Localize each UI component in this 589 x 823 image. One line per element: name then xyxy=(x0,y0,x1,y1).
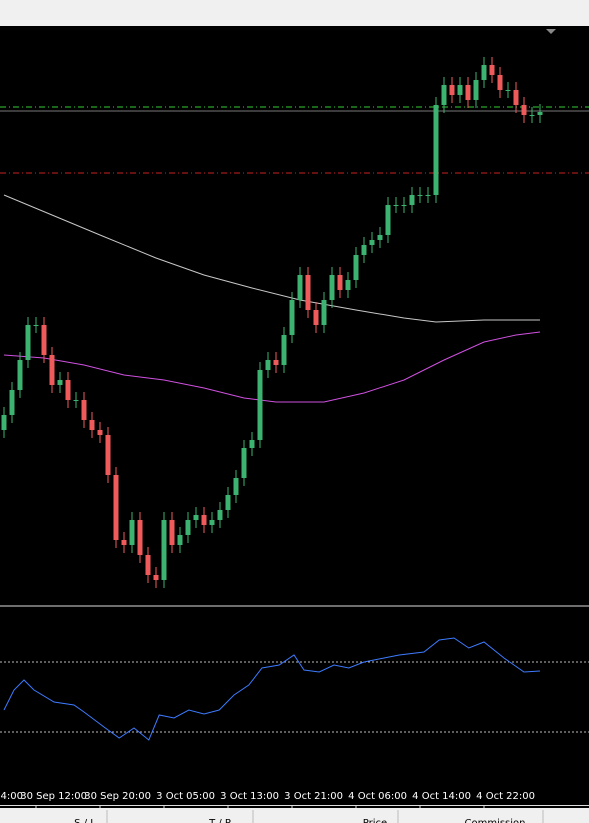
moving-average xyxy=(3,194,540,323)
candle-body xyxy=(217,510,223,520)
candle-body xyxy=(273,360,279,365)
candle-body xyxy=(337,275,343,290)
x-tick-label: 30 Sep 12:00 xyxy=(20,791,87,802)
candle-body xyxy=(481,65,487,80)
candle-body xyxy=(345,280,351,290)
candle-body xyxy=(513,90,519,105)
candle-body xyxy=(137,520,143,555)
candle-body xyxy=(33,325,39,326)
candle-body xyxy=(409,195,415,205)
candle-body xyxy=(321,300,327,325)
column-header: S / L xyxy=(74,818,96,823)
candle-body xyxy=(361,245,367,255)
candle-body xyxy=(329,275,335,300)
candle-body xyxy=(313,310,319,325)
candle-body xyxy=(89,420,95,430)
candle-body xyxy=(129,520,135,545)
candle-body xyxy=(177,535,183,545)
candle-body xyxy=(169,520,175,545)
candle-body xyxy=(57,380,63,385)
candle-body xyxy=(97,430,103,435)
column-header: T / P xyxy=(208,818,231,823)
x-tick-label: 30 Sep 20:00 xyxy=(84,791,151,802)
candle-body xyxy=(153,575,159,580)
candle-body xyxy=(377,235,383,240)
candle-body xyxy=(497,75,503,90)
trade-header xyxy=(0,808,589,823)
candle-body xyxy=(537,112,543,115)
candle-body xyxy=(473,80,479,100)
candle-body xyxy=(281,335,287,365)
candle-body xyxy=(105,435,111,475)
candle-body xyxy=(401,205,407,206)
candle-body xyxy=(73,400,79,401)
candle-body xyxy=(457,85,463,95)
candle-body xyxy=(241,448,247,478)
candle-body xyxy=(17,360,23,390)
candle-body xyxy=(81,400,87,420)
candle-body xyxy=(489,65,495,75)
candle-body xyxy=(145,555,151,575)
candle-body xyxy=(185,520,191,535)
x-tick-label: 4 Oct 06:00 xyxy=(348,791,407,802)
candle-body xyxy=(121,540,127,545)
candle-body xyxy=(113,475,119,540)
column-header: Price xyxy=(363,818,387,823)
candle-body xyxy=(425,195,431,196)
candle-body xyxy=(369,240,375,245)
x-tick-label: 3 Oct 05:00 xyxy=(156,791,215,802)
moving-average xyxy=(3,331,541,403)
candle-body xyxy=(209,520,215,525)
candle-body xyxy=(265,360,271,370)
candle-body xyxy=(465,85,471,100)
candle-body xyxy=(441,85,447,105)
candle-body xyxy=(1,415,7,430)
candle-body xyxy=(305,275,311,310)
candle-body xyxy=(289,300,295,335)
candle-body xyxy=(297,275,303,300)
candle-body xyxy=(25,325,31,360)
x-tick-label: 4 Oct 22:00 xyxy=(476,791,535,802)
candle-body xyxy=(417,195,423,196)
candle-body xyxy=(529,115,535,116)
oscillator-line xyxy=(3,637,541,741)
x-tick-label: 3 Oct 13:00 xyxy=(220,791,279,802)
x-tick-label: 04:00 xyxy=(0,791,23,802)
candle-body xyxy=(505,90,511,91)
candle-body xyxy=(257,370,263,440)
candle-body xyxy=(9,390,15,415)
candle-body xyxy=(201,515,207,525)
candle-body xyxy=(353,255,359,280)
candle-body xyxy=(393,205,399,206)
candle-body xyxy=(233,478,239,495)
x-tick-label: 3 Oct 21:00 xyxy=(284,791,343,802)
x-tick-label: 4 Oct 14:00 xyxy=(412,791,471,802)
toolbar xyxy=(0,0,589,26)
candle-body xyxy=(49,355,55,385)
scroll-marker[interactable] xyxy=(546,29,556,34)
candle-body xyxy=(161,520,167,580)
candle-body xyxy=(193,515,199,520)
column-header: Commission xyxy=(464,818,525,823)
candle-body xyxy=(433,105,439,195)
candle-body xyxy=(41,325,47,355)
candle-body xyxy=(65,380,71,400)
candle-body xyxy=(449,85,455,95)
candle-body xyxy=(249,440,255,448)
candle-body xyxy=(521,105,527,115)
candle-body xyxy=(225,495,231,510)
candle-body xyxy=(385,205,391,235)
